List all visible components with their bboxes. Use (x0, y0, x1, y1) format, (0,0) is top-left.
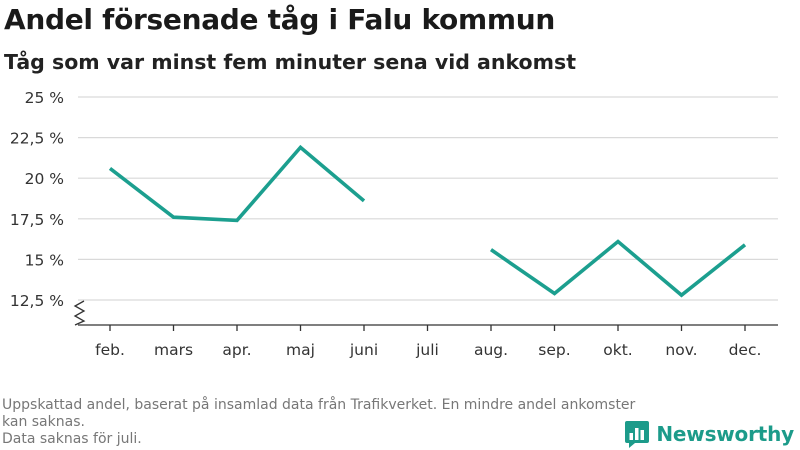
data-point (489, 248, 493, 252)
data-point (680, 293, 684, 297)
x-tick-label: feb. (95, 341, 125, 359)
x-tick-label: aug. (474, 341, 508, 359)
data-point (553, 292, 557, 296)
series-line (489, 239, 747, 298)
y-tick-label: 12,5 % (10, 292, 64, 310)
data-point (362, 199, 366, 203)
newsworthy-logo: Newsworthy (624, 419, 794, 449)
data-point (299, 145, 303, 149)
data-point (172, 215, 176, 219)
data-point (235, 218, 239, 222)
x-tick-label: sep. (538, 341, 570, 359)
brand-name: Newsworthy (656, 422, 794, 446)
x-tick-label: nov. (665, 341, 697, 359)
y-tick-label: 20 % (25, 170, 64, 188)
data-point (743, 243, 747, 247)
x-tick-label: apr. (222, 341, 251, 359)
data-point (616, 240, 620, 244)
x-tick-label: dec. (729, 341, 762, 359)
footnote: Uppskattad andel, baserat på insamlad da… (2, 397, 642, 448)
axis-break-icon (73, 300, 86, 326)
series-line (108, 144, 366, 223)
x-tick-label: juli (415, 341, 439, 359)
chart-title: Andel försenade tåg i Falu kommun (4, 3, 555, 36)
x-tick-label: okt. (603, 341, 632, 359)
line-chart: 12,5 % 15 % 17,5 % 20 % 22,5 % 25 % feb. mars a… (10, 89, 778, 359)
bar-chart-speech-icon (625, 421, 650, 448)
y-tick-label: 22,5 % (10, 130, 64, 148)
y-tick-label: 15 % (25, 251, 64, 269)
y-tick-label: 17,5 % (10, 211, 64, 229)
x-tick-label: maj (286, 341, 315, 359)
footnote-line-2: Data saknas för juli. (2, 431, 142, 447)
y-tick-label: 25 % (25, 89, 64, 107)
data-point (108, 166, 112, 170)
footnote-line-1: Uppskattad andel, baserat på insamlad da… (2, 397, 636, 430)
x-tick-label: juni (349, 341, 378, 359)
chart-subtitle: Tåg som var minst fem minuter sena vid a… (4, 50, 577, 74)
x-tick-label: mars (154, 341, 193, 359)
